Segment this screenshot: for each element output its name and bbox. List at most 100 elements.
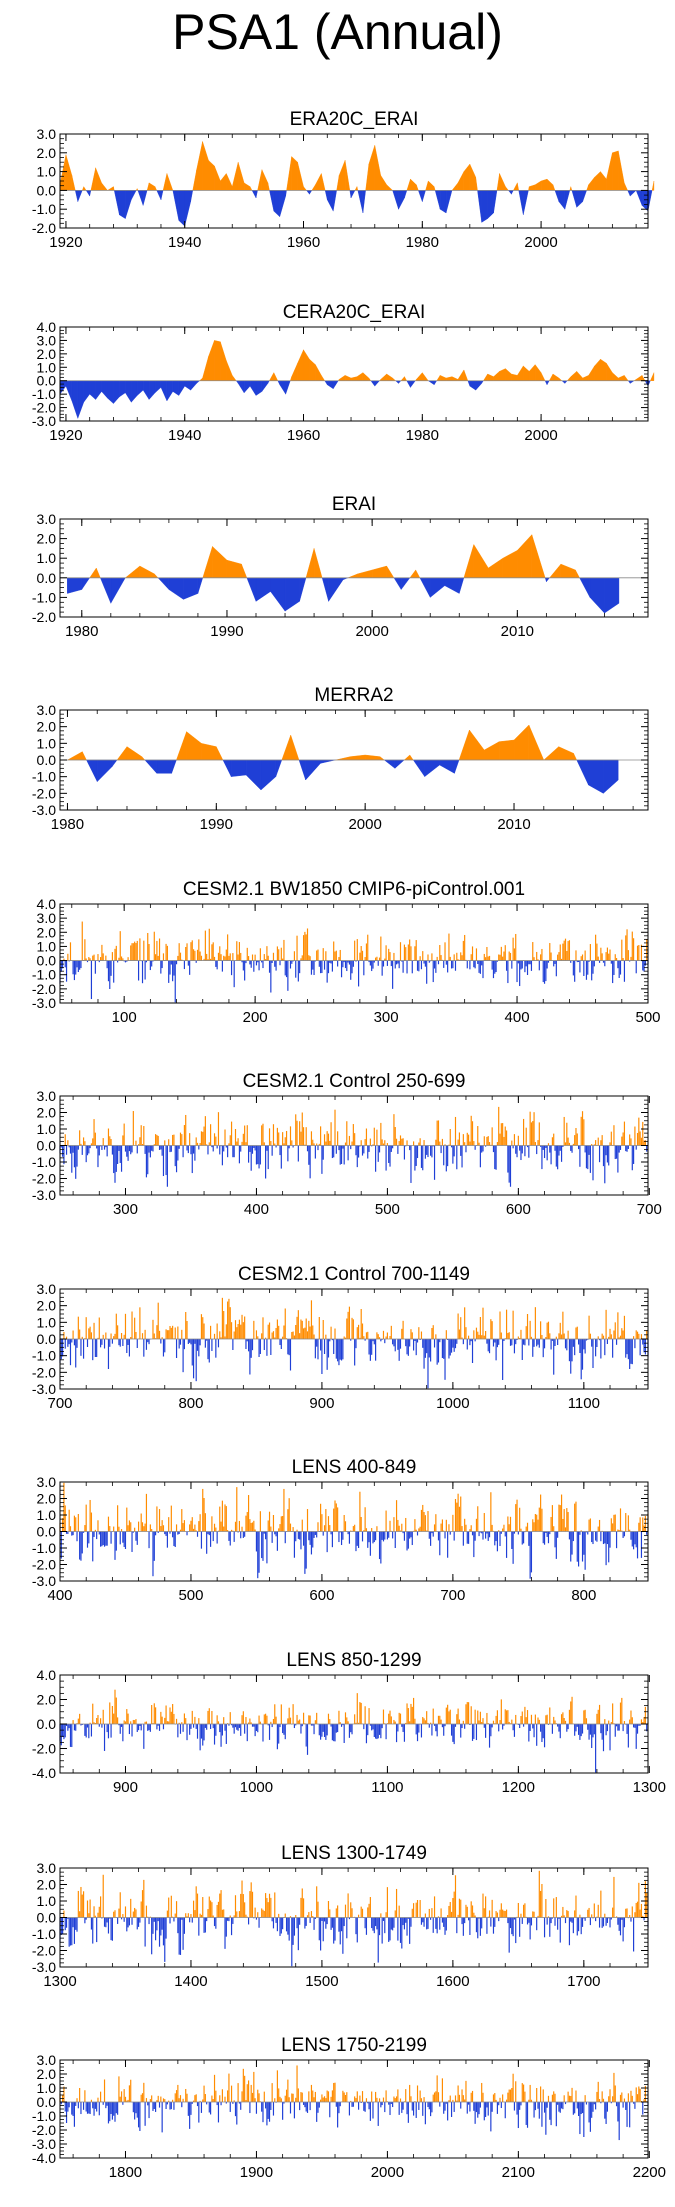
negative-bar xyxy=(308,1145,310,1165)
positive-bar xyxy=(491,1899,493,1918)
positive-bar xyxy=(575,1128,577,1146)
negative-bar xyxy=(253,1917,255,1919)
positive-bar xyxy=(640,1334,643,1339)
negative-bar xyxy=(407,2102,409,2123)
positive-bar xyxy=(500,1332,502,1339)
negative-area xyxy=(576,759,589,786)
negative-bar xyxy=(579,2102,581,2135)
positive-bar xyxy=(520,1716,522,1724)
negative-area xyxy=(406,380,411,388)
negative-bar xyxy=(375,1724,377,1739)
negative-bar xyxy=(373,1917,375,1934)
positive-bar xyxy=(513,948,516,961)
negative-bar xyxy=(257,1145,259,1165)
negative-bar xyxy=(136,2102,138,2118)
negative-bar xyxy=(572,2102,574,2115)
positive-bar xyxy=(300,1897,302,1918)
positive-bar xyxy=(398,1905,400,1918)
negative-bar xyxy=(136,1724,138,1732)
negative-area xyxy=(321,577,329,602)
negative-bar xyxy=(289,1339,292,1371)
negative-bar xyxy=(516,2102,518,2115)
x-tick-label: 400 xyxy=(505,1009,530,1026)
positive-bar xyxy=(241,2091,243,2102)
positive-bar xyxy=(257,2089,259,2102)
negative-bar xyxy=(585,1339,588,1341)
y-tick-label: -3.0 xyxy=(32,1381,56,1397)
positive-bar xyxy=(183,1125,185,1146)
negative-bar xyxy=(397,960,399,964)
positive-area xyxy=(148,182,156,191)
positive-bar xyxy=(175,1524,178,1532)
positive-bar xyxy=(185,1718,187,1724)
negative-bar xyxy=(447,1145,449,1167)
negative-bar xyxy=(602,960,605,963)
positive-bar xyxy=(267,1520,269,1532)
positive-bar xyxy=(436,2075,438,2102)
negative-bar xyxy=(542,1531,544,1544)
positive-bar xyxy=(619,2094,622,2102)
positive-bar xyxy=(266,946,268,961)
positive-bar xyxy=(272,1718,275,1724)
negative-bar xyxy=(251,1145,254,1154)
positive-bar xyxy=(360,1906,362,1918)
positive-bar xyxy=(155,1707,157,1724)
negative-bar xyxy=(317,2102,319,2113)
negative-bar xyxy=(402,960,404,973)
negative-bar xyxy=(583,1917,585,1919)
negative-bar xyxy=(418,2102,420,2110)
negative-area xyxy=(579,577,591,598)
negative-bar xyxy=(407,1339,409,1356)
negative-bar xyxy=(72,960,74,975)
positive-area xyxy=(321,374,326,381)
negative-bar xyxy=(117,1145,119,1164)
negative-bar xyxy=(444,1531,446,1539)
negative-bar xyxy=(373,1531,375,1543)
negative-bar xyxy=(288,1339,290,1356)
negative-bar xyxy=(468,2102,470,2105)
positive-bar xyxy=(630,956,632,961)
positive-bar xyxy=(483,953,485,961)
positive-bar xyxy=(356,1693,358,1724)
positive-bar xyxy=(137,1144,140,1146)
negative-bar xyxy=(312,960,314,970)
positive-bar xyxy=(344,1712,347,1724)
negative-bar xyxy=(486,2102,488,2108)
negative-bar xyxy=(635,1724,637,1749)
negative-bar xyxy=(432,960,434,983)
positive-bar xyxy=(236,1487,238,1532)
negative-area xyxy=(395,380,399,384)
negative-bar xyxy=(498,1339,500,1345)
positive-bar xyxy=(103,2079,106,2102)
negative-bar xyxy=(509,1917,512,1929)
negative-bar xyxy=(122,1724,124,1742)
positive-bar xyxy=(145,2098,148,2102)
positive-bar xyxy=(179,2095,182,2102)
positive-bar xyxy=(301,1519,303,1532)
positive-bar xyxy=(93,1119,95,1146)
positive-bar xyxy=(504,1910,506,1918)
positive-bar xyxy=(536,2088,538,2102)
negative-bar xyxy=(517,2102,519,2129)
positive-bar xyxy=(405,947,407,961)
positive-bar xyxy=(449,2095,451,2102)
positive-bar xyxy=(635,1330,637,1339)
negative-bar xyxy=(118,1145,120,1151)
negative-bar xyxy=(478,2102,480,2115)
negative-bar xyxy=(430,1339,432,1362)
negative-bar xyxy=(553,1339,555,1375)
positive-bar xyxy=(462,1720,464,1724)
positive-bar xyxy=(395,1138,398,1146)
positive-area xyxy=(493,370,500,381)
positive-bar xyxy=(219,1506,221,1532)
negative-bar xyxy=(232,1339,234,1350)
negative-bar xyxy=(113,1145,115,1174)
chart-panel: CESM2.1 Control 250-699-3.0-2.0-1.00.01.… xyxy=(32,1071,662,1218)
negative-bar xyxy=(550,1339,552,1350)
negative-area xyxy=(430,577,445,598)
positive-bar xyxy=(238,942,240,961)
y-tick-label: 4.0 xyxy=(37,319,57,335)
positive-area xyxy=(552,184,556,191)
positive-bar xyxy=(166,945,168,961)
negative-bar xyxy=(160,960,162,974)
